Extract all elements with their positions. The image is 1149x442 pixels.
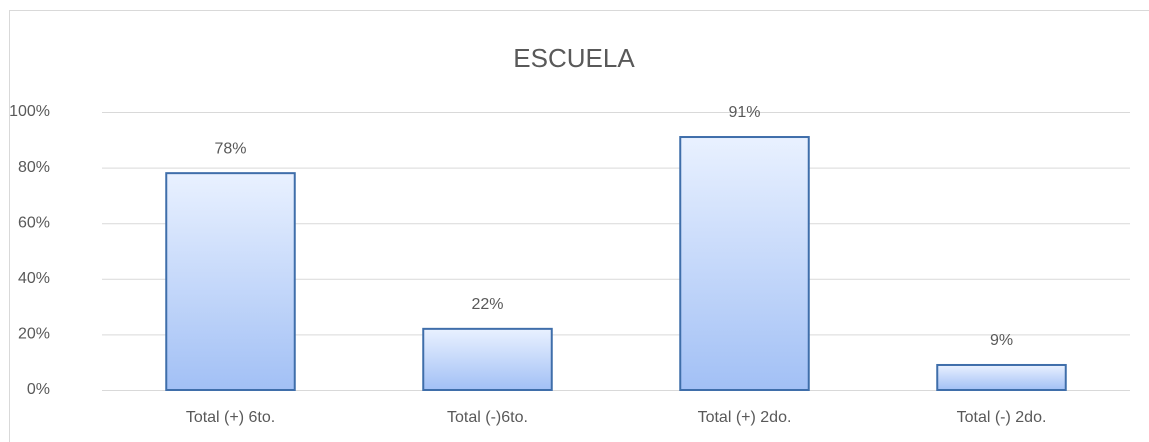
bar	[165, 172, 296, 391]
x-tick-label: Total (-)6to.	[447, 409, 528, 426]
y-tick-label: 40%	[18, 270, 50, 287]
bar	[422, 327, 553, 391]
y-tick-label: 60%	[18, 214, 50, 231]
data-label: 22%	[471, 296, 503, 313]
data-label: 9%	[990, 332, 1013, 349]
y-tick-label: 20%	[18, 326, 50, 343]
x-tick-label: Total (-) 2do.	[957, 409, 1047, 426]
y-tick-label: 0%	[27, 381, 50, 398]
x-tick-label: Total (+) 2do.	[698, 409, 792, 426]
y-tick-label: 80%	[18, 159, 50, 176]
data-label: 78%	[214, 140, 246, 157]
bar	[679, 136, 810, 391]
chart-title: ESCUELA	[513, 43, 635, 73]
data-label: 91%	[728, 104, 760, 121]
x-tick-label: Total (+) 6to.	[186, 409, 275, 426]
y-tick-label: 100%	[9, 103, 50, 120]
bar	[936, 363, 1067, 392]
